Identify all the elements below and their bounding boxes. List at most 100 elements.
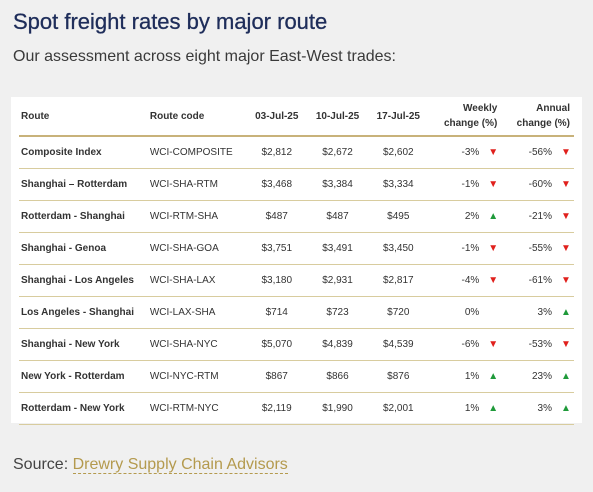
cell-date-2: $3,491 xyxy=(307,232,368,265)
header-date-2: 10-Jul-25 xyxy=(307,97,368,137)
cell-weekly-change: 1% ▲ xyxy=(428,360,502,393)
triangle-down-icon: ▼ xyxy=(561,147,571,158)
triangle-down-icon: ▼ xyxy=(561,275,571,286)
triangle-down-icon: ▼ xyxy=(561,179,571,190)
cell-annual-change-value: 23% xyxy=(531,371,552,382)
cell-route: New York - Rotterdam xyxy=(19,360,150,393)
cell-annual-change: -55% ▼ xyxy=(501,232,574,265)
page-subtitle: Our assessment across eight major East-W… xyxy=(13,48,396,65)
cell-date-3: $3,334 xyxy=(367,168,429,201)
rates-table: Route Route code 03-Jul-25 10-Jul-25 17-… xyxy=(19,97,574,425)
cell-annual-change-value: -56% xyxy=(528,147,552,158)
table-header-row: Route Route code 03-Jul-25 10-Jul-25 17-… xyxy=(19,97,574,137)
cell-date-1: $3,180 xyxy=(246,264,308,297)
cell-date-3: $2,001 xyxy=(367,392,429,425)
cell-date-1: $3,468 xyxy=(246,168,308,201)
cell-annual-change-value: 3% xyxy=(537,307,552,318)
cell-weekly-change-value: -1% xyxy=(461,179,480,190)
triangle-up-icon: ▲ xyxy=(488,211,499,222)
change-indicator-blank: ▲ xyxy=(488,307,497,318)
rates-table-card: Route Route code 03-Jul-25 10-Jul-25 17-… xyxy=(11,97,582,425)
cell-date-1: $2,812 xyxy=(246,136,308,169)
cell-annual-change: -53% ▼ xyxy=(501,328,574,361)
cell-route: Shanghai – Rotterdam xyxy=(19,168,150,201)
cell-annual-change-value: -21% xyxy=(528,211,552,222)
cell-route-code: WCI-LAX-SHA xyxy=(149,296,247,329)
header-route: Route xyxy=(19,97,150,137)
cell-date-2: $866 xyxy=(307,360,368,393)
cell-date-2: $2,672 xyxy=(307,136,368,169)
cell-weekly-change: 1% ▲ xyxy=(428,392,502,425)
cell-weekly-change-value: -3% xyxy=(461,147,480,158)
cell-route: Shanghai - New York xyxy=(19,328,150,361)
triangle-down-icon: ▼ xyxy=(488,243,499,254)
triangle-up-icon: ▲ xyxy=(488,403,499,414)
table-row: Shanghai – Rotterdam WCI-SHA-RTM $3,468 $3,… xyxy=(19,168,574,201)
cell-annual-change: 23% ▲ xyxy=(501,360,574,393)
cell-annual-change: -61% ▼ xyxy=(501,264,574,297)
source-link[interactable]: Drewry Supply Chain Advisors xyxy=(72,456,288,474)
table-row: Rotterdam - New York WCI-RTM-NYC $2,119 $1,… xyxy=(19,392,574,425)
triangle-up-icon: ▲ xyxy=(488,371,499,382)
table-row: Shanghai - Los Angeles WCI-SHA-LAX $3,180 $… xyxy=(19,264,574,297)
triangle-down-icon: ▼ xyxy=(488,275,499,286)
cell-date-3: $2,602 xyxy=(367,136,429,169)
cell-weekly-change-value: -1% xyxy=(461,243,480,254)
cell-weekly-change: 2% ▲ xyxy=(428,200,502,233)
cell-route-code: WCI-SHA-GOA xyxy=(149,232,247,265)
cell-weekly-change-value: -6% xyxy=(461,339,480,350)
cell-route: Composite Index xyxy=(19,136,150,169)
cell-weekly-change-value: 1% xyxy=(464,371,480,382)
cell-annual-change: 3% ▲ xyxy=(501,296,574,329)
triangle-down-icon: ▼ xyxy=(561,243,571,254)
cell-date-1: $867 xyxy=(246,360,308,393)
triangle-down-icon: ▼ xyxy=(488,339,499,350)
cell-weekly-change: -1% ▼ xyxy=(428,168,502,201)
table-row: New York - Rotterdam WCI-NYC-RTM $867 $866 $… xyxy=(19,360,574,393)
cell-route-code: WCI-NYC-RTM xyxy=(149,360,247,393)
header-weekly-line-2: change (%) xyxy=(443,118,498,129)
cell-date-1: $5,070 xyxy=(246,328,308,361)
cell-date-2: $487 xyxy=(307,200,368,233)
header-annual-line-2: change (%) xyxy=(516,118,570,129)
cell-annual-change-value: -60% xyxy=(528,179,552,190)
header-annual-line-1: Annual xyxy=(536,103,570,114)
table-row: Los Angeles - Shanghai WCI-LAX-SHA $714 $72… xyxy=(19,296,574,329)
triangle-down-icon: ▼ xyxy=(488,147,499,158)
cell-weekly-change-value: 0% xyxy=(464,307,480,318)
cell-date-1: $3,751 xyxy=(246,232,308,265)
cell-date-2: $4,839 xyxy=(307,328,368,361)
cell-weekly-change: -6% ▼ xyxy=(428,328,502,361)
cell-weekly-change-value: 2% xyxy=(464,211,480,222)
cell-annual-change: -60% ▼ xyxy=(501,168,574,201)
triangle-down-icon: ▼ xyxy=(561,339,571,350)
cell-weekly-change-value: 1% xyxy=(464,403,480,414)
cell-date-3: $3,450 xyxy=(367,232,429,265)
cell-route: Shanghai - Genoa xyxy=(19,232,150,265)
cell-route-code: WCI-RTM-SHA xyxy=(149,200,247,233)
table-row: Shanghai - Genoa WCI-SHA-GOA $3,751 $3,491 $… xyxy=(19,232,574,265)
cell-annual-change-value: -55% xyxy=(528,243,552,254)
source-label: Source: xyxy=(13,456,69,473)
cell-route: Shanghai - Los Angeles xyxy=(19,264,150,297)
cell-date-3: $876 xyxy=(367,360,429,393)
cell-date-3: $720 xyxy=(367,296,429,329)
triangle-up-icon: ▲ xyxy=(561,307,571,318)
cell-route-code: WCI-SHA-NYC xyxy=(149,328,247,361)
table-row: Shanghai - New York WCI-SHA-NYC $5,070 $4,8… xyxy=(19,328,574,361)
cell-date-1: $714 xyxy=(246,296,308,329)
triangle-up-icon: ▲ xyxy=(561,371,571,382)
table-row: Rotterdam - Shanghai WCI-RTM-SHA $487 $487 $… xyxy=(19,200,574,233)
cell-route-code: WCI-RTM-NYC xyxy=(149,392,247,425)
cell-date-1: $2,119 xyxy=(246,392,308,425)
cell-weekly-change: -4% ▼ xyxy=(428,264,502,297)
cell-route: Rotterdam - New York xyxy=(19,392,150,425)
cell-annual-change: 3% ▲ xyxy=(501,392,574,425)
cell-weekly-change-value: -4% xyxy=(461,275,480,286)
cell-date-2: $1,990 xyxy=(307,392,368,425)
cell-date-3: $4,539 xyxy=(367,328,429,361)
header-date-1: 03-Jul-25 xyxy=(246,97,308,137)
cell-annual-change-value: 3% xyxy=(537,403,552,414)
cell-weekly-change: -3% ▼ xyxy=(428,136,502,169)
cell-annual-change-value: -61% xyxy=(528,275,552,286)
